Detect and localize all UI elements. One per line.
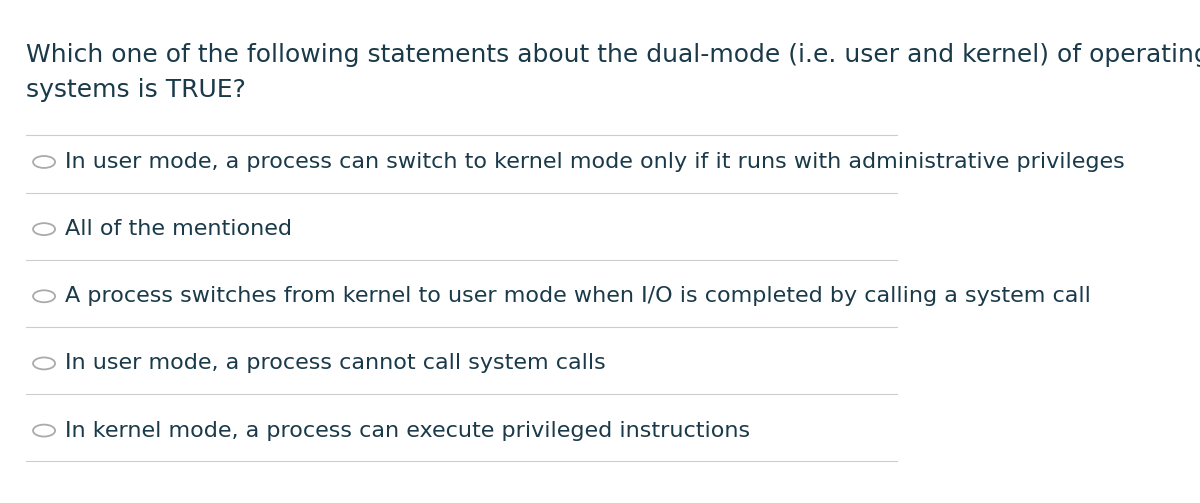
Text: In user mode, a process cannot call system calls: In user mode, a process cannot call syst… — [65, 354, 606, 373]
Text: A process switches from kernel to user mode when I/O is completed by calling a s: A process switches from kernel to user m… — [65, 286, 1091, 306]
Circle shape — [34, 223, 55, 235]
Text: In user mode, a process can switch to kernel mode only if it runs with administr: In user mode, a process can switch to ke… — [65, 152, 1124, 172]
Text: All of the mentioned: All of the mentioned — [65, 219, 292, 239]
Text: In kernel mode, a process can execute privileged instructions: In kernel mode, a process can execute pr… — [65, 421, 750, 441]
Circle shape — [34, 156, 55, 168]
Circle shape — [34, 358, 55, 369]
Circle shape — [34, 425, 55, 437]
Text: Which one of the following statements about the dual-mode (i.e. user and kernel): Which one of the following statements ab… — [25, 43, 1200, 102]
Circle shape — [34, 290, 55, 302]
